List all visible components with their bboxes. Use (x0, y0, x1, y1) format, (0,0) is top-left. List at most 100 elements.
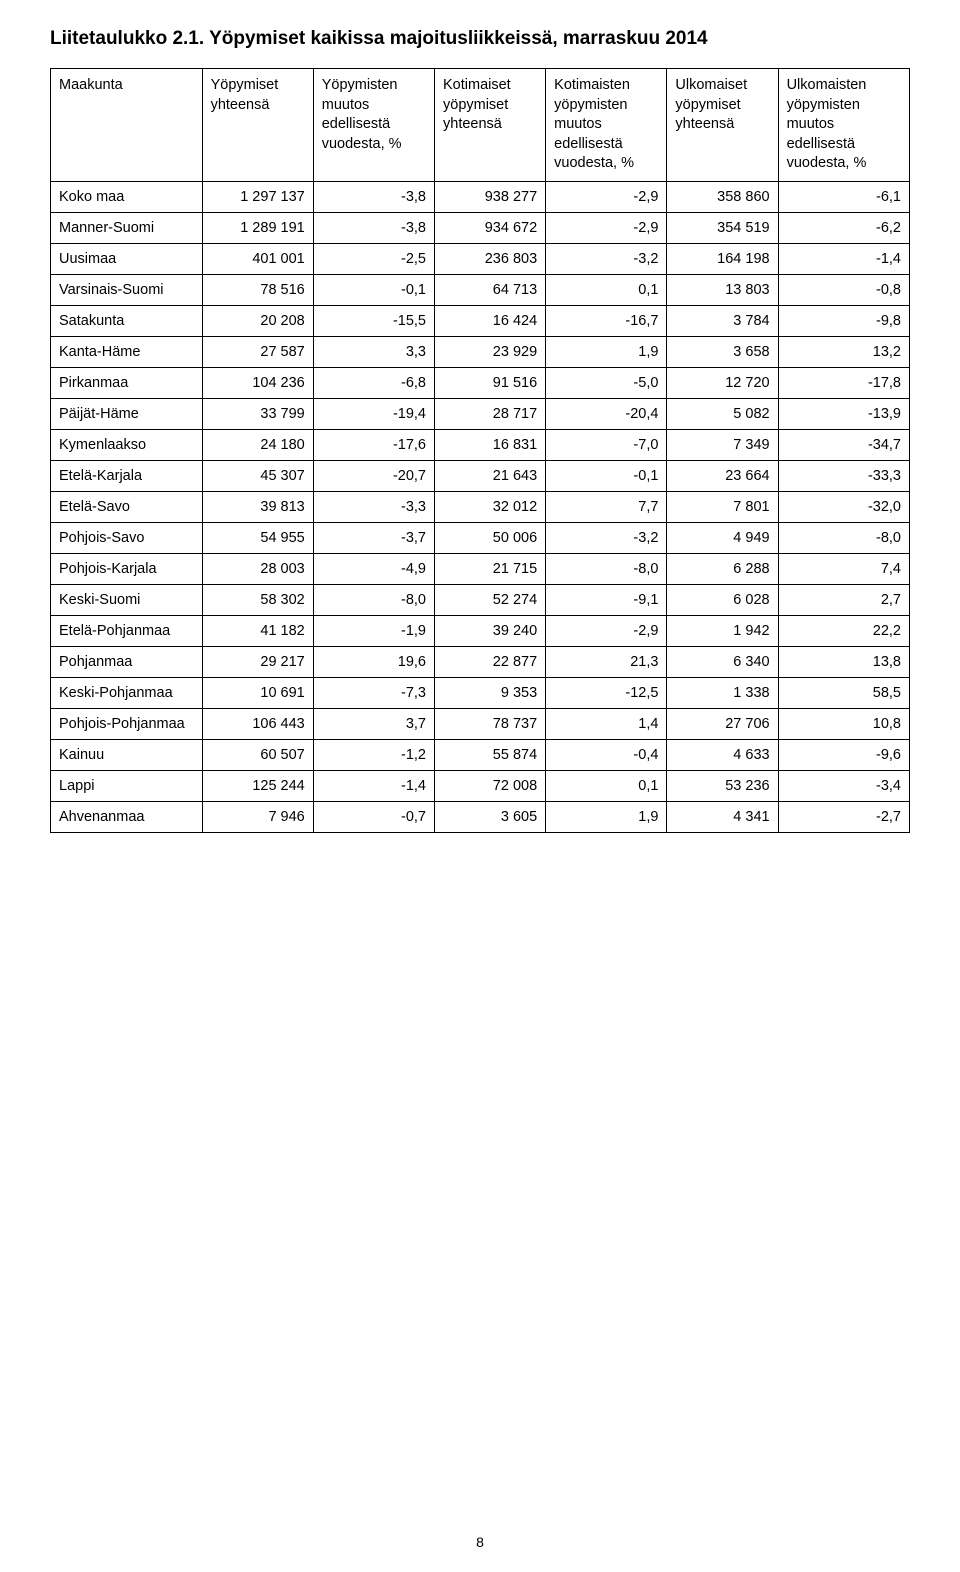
row-value-cell: 27 706 (667, 708, 778, 739)
row-value-cell: 41 182 (202, 615, 313, 646)
row-value-cell: 54 955 (202, 522, 313, 553)
row-value-cell: 7,7 (546, 491, 667, 522)
row-value-cell: -6,8 (313, 367, 434, 398)
row-value-cell: -20,7 (313, 460, 434, 491)
row-value-cell: -0,1 (313, 274, 434, 305)
row-value-cell: 21 715 (435, 553, 546, 584)
row-value-cell: 104 236 (202, 367, 313, 398)
row-value-cell: -2,9 (546, 181, 667, 212)
column-header: Kotimaiset yöpymiset yhteensä (435, 69, 546, 182)
table-row: Kainuu60 507-1,255 874-0,44 633-9,6 (51, 739, 910, 770)
table-row: Pohjanmaa29 21719,622 87721,36 34013,8 (51, 646, 910, 677)
table-row: Uusimaa401 001-2,5236 803-3,2164 198-1,4 (51, 243, 910, 274)
table-row: Pohjois-Pohjanmaa106 4433,778 7371,427 7… (51, 708, 910, 739)
column-header: Yöpymiset yhteensä (202, 69, 313, 182)
row-value-cell: 10 691 (202, 677, 313, 708)
row-value-cell: 58,5 (778, 677, 909, 708)
row-value-cell: 3,3 (313, 336, 434, 367)
row-value-cell: -1,4 (313, 770, 434, 801)
table-row: Keski-Pohjanmaa10 691-7,39 353-12,51 338… (51, 677, 910, 708)
table-row: Etelä-Savo39 813-3,332 0127,77 801-32,0 (51, 491, 910, 522)
row-value-cell: 1,9 (546, 801, 667, 832)
row-value-cell: 33 799 (202, 398, 313, 429)
row-value-cell: -13,9 (778, 398, 909, 429)
row-value-cell: -12,5 (546, 677, 667, 708)
row-value-cell: -7,0 (546, 429, 667, 460)
row-value-cell: 58 302 (202, 584, 313, 615)
row-value-cell: 6 028 (667, 584, 778, 615)
row-value-cell: 12 720 (667, 367, 778, 398)
row-value-cell: -17,6 (313, 429, 434, 460)
row-value-cell: 7 349 (667, 429, 778, 460)
document-page: Liitetaulukko 2.1. Yöpymiset kaikissa ma… (0, 0, 960, 1572)
table-row: Päijät-Häme33 799-19,428 717-20,45 082-1… (51, 398, 910, 429)
row-value-cell: 0,1 (546, 770, 667, 801)
row-value-cell: -15,5 (313, 305, 434, 336)
table-row: Satakunta20 208-15,516 424-16,73 784-9,8 (51, 305, 910, 336)
row-value-cell: -2,7 (778, 801, 909, 832)
row-value-cell: -9,1 (546, 584, 667, 615)
row-value-cell: 28 003 (202, 553, 313, 584)
column-header: Ulkomaiset yöpymiset yhteensä (667, 69, 778, 182)
row-value-cell: -9,8 (778, 305, 909, 336)
row-value-cell: 0,1 (546, 274, 667, 305)
row-label-cell: Ahvenanmaa (51, 801, 203, 832)
row-value-cell: 91 516 (435, 367, 546, 398)
row-value-cell: 27 587 (202, 336, 313, 367)
row-value-cell: -34,7 (778, 429, 909, 460)
row-label-cell: Kymenlaakso (51, 429, 203, 460)
row-value-cell: 6 288 (667, 553, 778, 584)
row-value-cell: 55 874 (435, 739, 546, 770)
page-title: Liitetaulukko 2.1. Yöpymiset kaikissa ma… (50, 28, 910, 50)
data-table: Maakunta Yöpymiset yhteensä Yöpymisten m… (50, 68, 910, 833)
row-value-cell: -3,3 (313, 491, 434, 522)
row-value-cell: 7 946 (202, 801, 313, 832)
row-value-cell: -8,0 (313, 584, 434, 615)
row-value-cell: 164 198 (667, 243, 778, 274)
row-value-cell: -3,2 (546, 243, 667, 274)
row-value-cell: 3 658 (667, 336, 778, 367)
page-number: 8 (0, 1534, 960, 1550)
row-value-cell: 23 664 (667, 460, 778, 491)
row-value-cell: 401 001 (202, 243, 313, 274)
row-value-cell: 1 297 137 (202, 181, 313, 212)
row-value-cell: -8,0 (546, 553, 667, 584)
row-value-cell: -6,2 (778, 212, 909, 243)
row-value-cell: -19,4 (313, 398, 434, 429)
row-value-cell: -3,7 (313, 522, 434, 553)
row-value-cell: -16,7 (546, 305, 667, 336)
row-label-cell: Etelä-Savo (51, 491, 203, 522)
row-value-cell: 1 338 (667, 677, 778, 708)
row-value-cell: 358 860 (667, 181, 778, 212)
row-value-cell: -8,0 (778, 522, 909, 553)
row-value-cell: 7,4 (778, 553, 909, 584)
row-value-cell: 29 217 (202, 646, 313, 677)
row-value-cell: 5 082 (667, 398, 778, 429)
row-value-cell: 16 424 (435, 305, 546, 336)
row-value-cell: 39 240 (435, 615, 546, 646)
row-value-cell: 19,6 (313, 646, 434, 677)
row-label-cell: Pirkanmaa (51, 367, 203, 398)
row-value-cell: 13 803 (667, 274, 778, 305)
row-value-cell: 60 507 (202, 739, 313, 770)
row-value-cell: -33,3 (778, 460, 909, 491)
row-value-cell: 78 516 (202, 274, 313, 305)
column-header: Maakunta (51, 69, 203, 182)
row-label-cell: Pohjois-Karjala (51, 553, 203, 584)
row-value-cell: -1,4 (778, 243, 909, 274)
row-value-cell: 1 942 (667, 615, 778, 646)
row-label-cell: Pohjanmaa (51, 646, 203, 677)
column-header: Ulkomaisten yöpymisten muutos edellisest… (778, 69, 909, 182)
row-value-cell: -2,5 (313, 243, 434, 274)
row-value-cell: 24 180 (202, 429, 313, 460)
row-label-cell: Etelä-Pohjanmaa (51, 615, 203, 646)
row-value-cell: 1,9 (546, 336, 667, 367)
table-row: Lappi125 244-1,472 0080,153 236-3,4 (51, 770, 910, 801)
row-label-cell: Päijät-Häme (51, 398, 203, 429)
table-row: Koko maa1 297 137-3,8938 277-2,9358 860-… (51, 181, 910, 212)
row-value-cell: -20,4 (546, 398, 667, 429)
row-value-cell: 21 643 (435, 460, 546, 491)
row-label-cell: Etelä-Karjala (51, 460, 203, 491)
column-header: Yöpymisten muutos edellisestä vuodesta, … (313, 69, 434, 182)
row-value-cell: 20 208 (202, 305, 313, 336)
